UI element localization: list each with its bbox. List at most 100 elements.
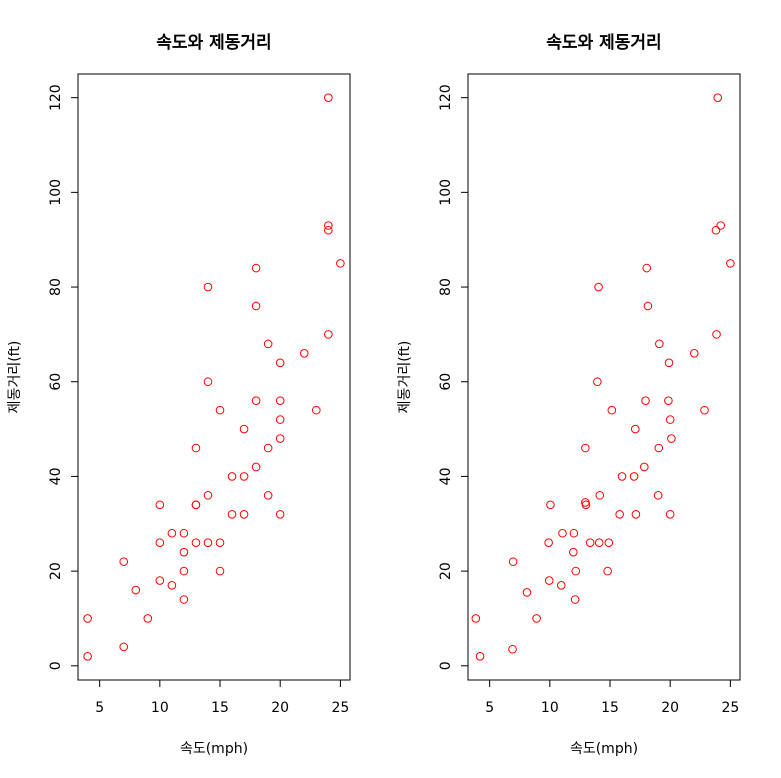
- scatter-point: [643, 301, 653, 311]
- x-tick-label: 25: [331, 700, 349, 716]
- x-tick-label: 10: [541, 700, 559, 716]
- scatter-point: [263, 443, 273, 453]
- scatter-point: [471, 614, 481, 623]
- scatter-point: [215, 405, 225, 415]
- scatter-point: [641, 396, 650, 405]
- scatter-point: [324, 330, 333, 339]
- scatter-point: [167, 581, 177, 590]
- scatter-point: [713, 93, 723, 102]
- scatter-point: [475, 652, 485, 661]
- y-tick-label: 120: [48, 84, 64, 111]
- scatter-point: [712, 330, 721, 339]
- scatter-point: [558, 528, 567, 538]
- scatter-point: [522, 588, 532, 597]
- scatter-point: [532, 614, 541, 623]
- scatter-point: [155, 538, 165, 548]
- y-tick-label: 0: [438, 661, 454, 670]
- scatter-point: [191, 443, 201, 453]
- x-tick-label: 25: [721, 700, 739, 716]
- scatter-point: [251, 396, 261, 405]
- scatter-point: [203, 491, 213, 500]
- scatter-point: [571, 566, 581, 576]
- scatter-point: [617, 472, 627, 481]
- scatter-points-right: [471, 93, 735, 661]
- scatter-point: [227, 472, 237, 481]
- scatter-point: [607, 405, 617, 415]
- scatter-point: [119, 642, 129, 652]
- x-tick-label: 10: [151, 700, 169, 716]
- scatter-point: [655, 339, 664, 349]
- y-axis-label-left: 제동거리(ft): [7, 341, 23, 414]
- scatter-point: [581, 443, 590, 453]
- scatter-point: [581, 500, 591, 510]
- scatter-point: [711, 225, 721, 235]
- scatter-point: [251, 301, 261, 311]
- scatter-point: [275, 510, 285, 519]
- scatter-point: [191, 500, 201, 510]
- y-tick-label: 60: [438, 373, 454, 391]
- chart-panel-left: 속도와 제동거리 5 10 15 20 25 0 20 40 60 80 100 120 속도(mph…: [7, 33, 351, 757]
- scatter-point: [546, 500, 555, 510]
- scatter-point: [667, 434, 676, 443]
- scatter-point: [263, 491, 273, 500]
- chart-title-right: 속도와 제동거리: [546, 33, 661, 53]
- scatter-point: [155, 500, 165, 510]
- scatter-point: [239, 510, 249, 519]
- scatter-point: [594, 282, 603, 292]
- y-tick-label: 80: [438, 278, 454, 296]
- scatter-point: [508, 557, 518, 566]
- scatter-point: [143, 614, 153, 623]
- scatter-point: [215, 538, 225, 548]
- chart-panel-right: 속도와 제동거리 5 10 15 20 25 0 20 40 60 80 100 120 속도(mph…: [397, 33, 741, 757]
- scatter-point: [251, 462, 261, 472]
- scatter-point: [603, 566, 612, 576]
- scatter-point: [508, 644, 517, 654]
- scatter-point: [629, 472, 639, 481]
- scatter-point: [653, 491, 663, 500]
- y-tick-label: 0: [48, 661, 64, 670]
- scatter-point: [665, 415, 675, 424]
- scatter-point: [131, 585, 141, 595]
- scatter-point: [83, 614, 92, 623]
- scatter-point: [654, 443, 664, 453]
- scatter-point: [569, 528, 579, 538]
- scatter-point: [324, 221, 333, 230]
- scatter-point: [593, 377, 602, 387]
- scatter-point: [336, 259, 345, 268]
- scatter-point: [664, 358, 674, 368]
- scatter-point: [251, 263, 261, 273]
- axes-left: 5 10 15 20 25 0 20 40 60 80 100 120: [48, 84, 349, 716]
- y-tick-label: 80: [48, 278, 64, 296]
- scatter-point: [595, 491, 605, 500]
- y-tick-label: 100: [438, 179, 454, 206]
- scatter-point: [570, 595, 580, 604]
- scatter-point: [324, 93, 333, 102]
- scatter-point: [239, 472, 249, 481]
- scatter-point: [615, 510, 624, 519]
- x-tick-label: 5: [95, 700, 104, 716]
- y-axis-label-right: 제동거리(ft): [397, 341, 413, 414]
- y-tick-label: 40: [48, 468, 64, 486]
- x-axis-label-right: 속도(mph): [570, 741, 638, 757]
- scatter-point: [275, 415, 285, 424]
- scatter-point: [631, 510, 641, 519]
- x-tick-label: 15: [601, 700, 619, 716]
- scatter-point: [179, 595, 189, 604]
- scatter-point: [569, 547, 578, 557]
- scatter-point: [203, 538, 213, 548]
- scatter-point: [604, 538, 614, 548]
- axes-right: 5 10 15 20 25 0 20 40 60 80 100 120: [438, 84, 739, 716]
- scatter-point: [119, 557, 129, 566]
- x-tick-label: 20: [271, 700, 289, 716]
- scatter-point: [203, 377, 213, 387]
- x-tick-label: 20: [661, 700, 679, 716]
- scatter-point: [664, 396, 673, 405]
- x-axis-label-left: 속도(mph): [180, 741, 248, 757]
- scatter-point: [179, 528, 189, 538]
- scatter-point: [544, 538, 553, 548]
- scatter-point: [83, 652, 92, 661]
- scatter-point: [167, 528, 177, 538]
- scatter-point: [716, 221, 726, 230]
- scatter-point: [191, 538, 201, 548]
